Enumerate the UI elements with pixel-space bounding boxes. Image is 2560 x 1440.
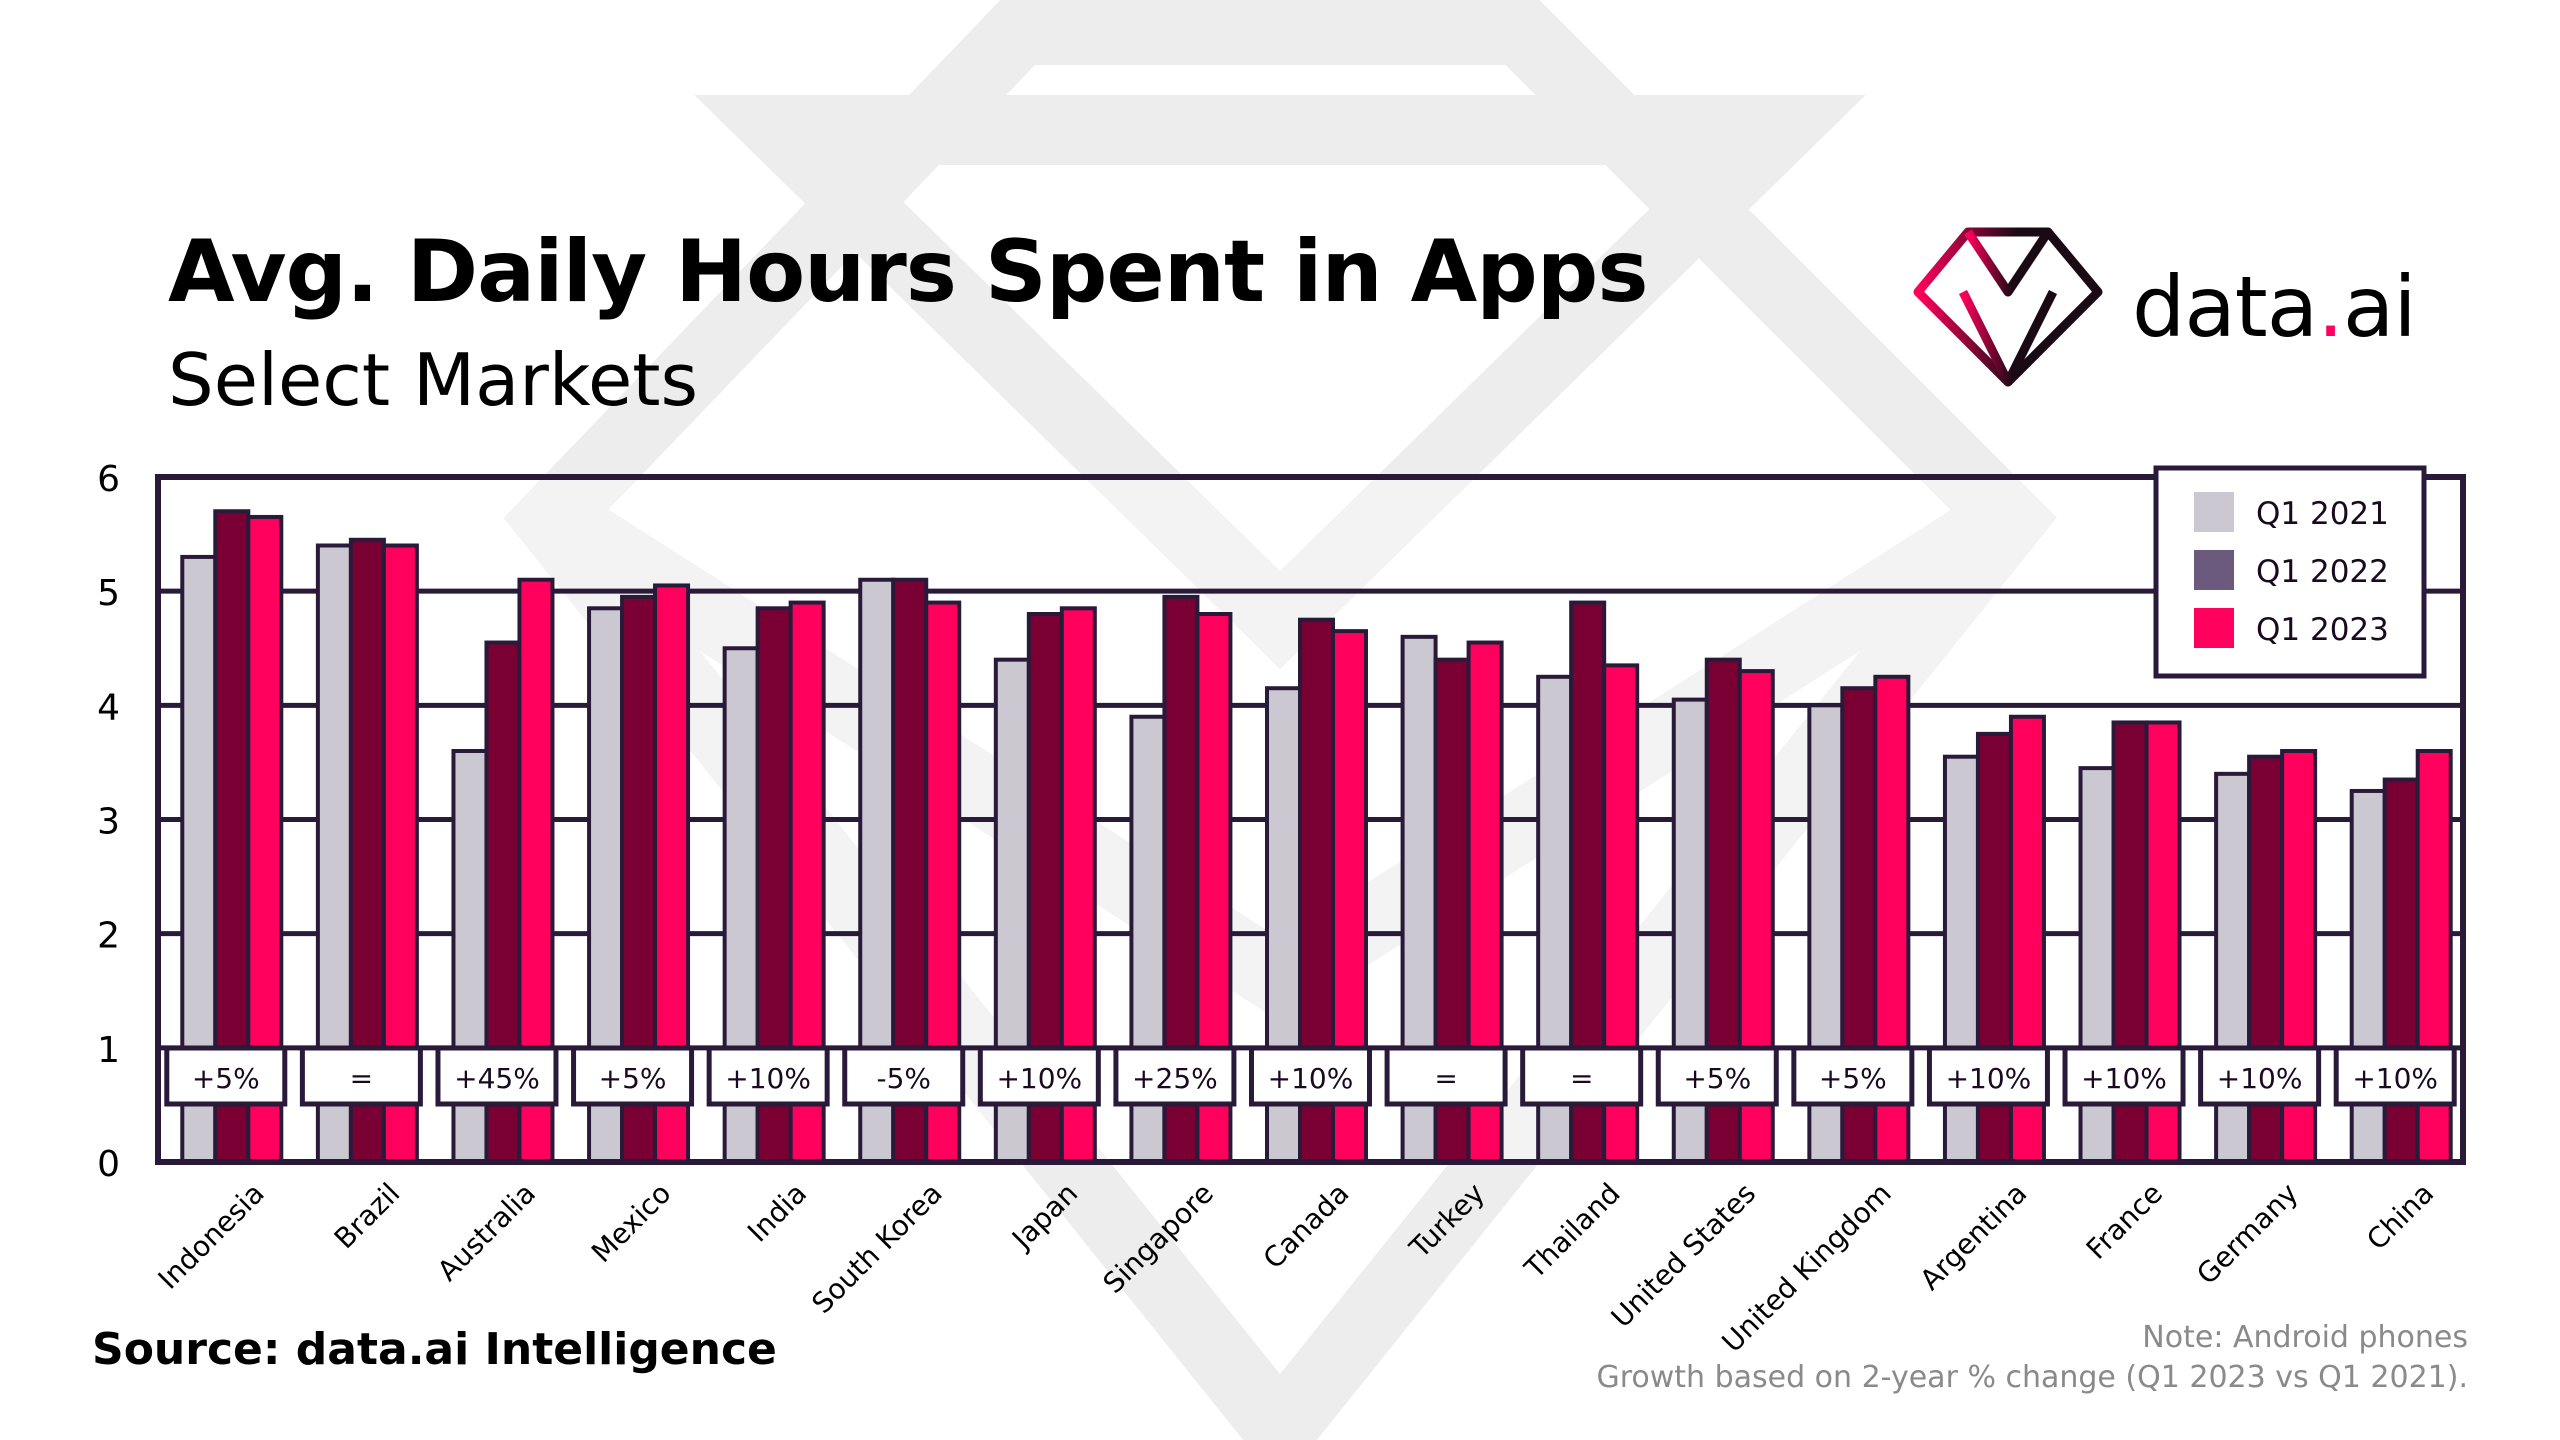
x-tick-label: Australia [431, 1177, 542, 1288]
growth-badge [299, 1045, 423, 1107]
chart-title: Avg. Daily Hours Spent in Apps [168, 222, 1649, 322]
plot-frame [155, 474, 2466, 1165]
growth-label: +10% [2217, 1062, 2303, 1095]
brand-wordmark: data.ai [2132, 258, 2417, 356]
x-tick-label: Argentina [1913, 1177, 2033, 1297]
x-tick-label: Germany [2190, 1177, 2304, 1291]
growth-label: +5% [1819, 1062, 1887, 1095]
brand-name-dot: . [2317, 258, 2344, 356]
chart-subtitle: Select Markets [168, 338, 699, 422]
y-tick-label: 0 [97, 1144, 120, 1185]
growth-badge [2333, 1045, 2457, 1107]
growth-badge [842, 1045, 966, 1107]
growth-badge [2198, 1045, 2322, 1107]
note-line-1: Note: Android phones [2142, 1320, 2468, 1355]
legend-swatch [2194, 608, 2234, 648]
x-tick-label: Brazil [328, 1177, 407, 1256]
growth-label: +5% [192, 1062, 260, 1095]
growth-label: +10% [1268, 1062, 1354, 1095]
x-tick-label: Mexico [585, 1177, 677, 1269]
y-tick-label: 2 [97, 916, 120, 957]
legend-label: Q1 2021 [2256, 496, 2389, 532]
x-tick-label: South Korea [805, 1177, 948, 1320]
growth-label: +10% [996, 1062, 1082, 1095]
growth-badge [1520, 1045, 1644, 1107]
brand-name-main: data [2132, 258, 2318, 356]
legend-swatch [2194, 550, 2234, 590]
growth-label: -5% [876, 1062, 931, 1095]
x-tick-label: Indonesia [152, 1177, 271, 1296]
x-tick-label: Japan [1004, 1177, 1084, 1257]
brand-logo: data.ai [1908, 222, 2428, 392]
growth-badge [1791, 1045, 1915, 1107]
growth-badge [1384, 1045, 1508, 1107]
growth-label: +5% [599, 1062, 667, 1095]
x-tick-label: Canada [1257, 1177, 1356, 1276]
y-tick-label: 4 [97, 687, 120, 728]
growth-label: +5% [1683, 1062, 1751, 1095]
growth-badge [435, 1045, 559, 1107]
y-tick-label: 3 [97, 802, 120, 843]
y-tick-label: 1 [97, 1030, 120, 1071]
note: Note: Android phones Growth based on 2-y… [1596, 1318, 2468, 1398]
growth-label: = [1434, 1062, 1457, 1095]
growth-badge [1113, 1045, 1237, 1107]
growth-badge [571, 1045, 695, 1107]
x-tick-label: Thailand [1518, 1177, 1627, 1286]
growth-badge [164, 1045, 288, 1107]
growth-label: +25% [1132, 1062, 1218, 1095]
x-tick-label: France [2080, 1177, 2169, 1266]
growth-badge [1926, 1045, 2050, 1107]
x-tick-label: India [741, 1177, 813, 1249]
growth-badge [1249, 1045, 1372, 1107]
brand-name-end: ai [2342, 258, 2417, 356]
y-tick-label: 6 [97, 459, 120, 500]
growth-badge [1655, 1045, 1779, 1107]
legend-label: Q1 2023 [2256, 612, 2389, 648]
growth-label: +10% [1946, 1062, 2032, 1095]
source-label: Source: data.ai Intelligence [92, 1324, 777, 1375]
growth-label: = [1570, 1062, 1593, 1095]
growth-badge [977, 1045, 1101, 1107]
growth-badge [706, 1045, 830, 1107]
growth-label: +45% [454, 1062, 540, 1095]
growth-label: +10% [2352, 1062, 2438, 1095]
x-tick-label: China [2360, 1177, 2440, 1257]
x-tick-label: Singapore [1097, 1177, 1220, 1300]
x-tick-label: Turkey [1403, 1177, 1491, 1265]
growth-badge [2062, 1045, 2186, 1107]
growth-label: +10% [2081, 1062, 2167, 1095]
growth-label: = [350, 1062, 373, 1095]
y-tick-label: 5 [97, 573, 120, 614]
legend-swatch [2194, 492, 2234, 532]
note-line-2: Growth based on 2-year % change (Q1 2023… [1596, 1360, 2468, 1395]
diamond-logo-icon [1913, 227, 2103, 387]
x-tick-label: United States [1605, 1177, 1762, 1334]
growth-label: +10% [725, 1062, 811, 1095]
legend-label: Q1 2022 [2256, 554, 2389, 590]
